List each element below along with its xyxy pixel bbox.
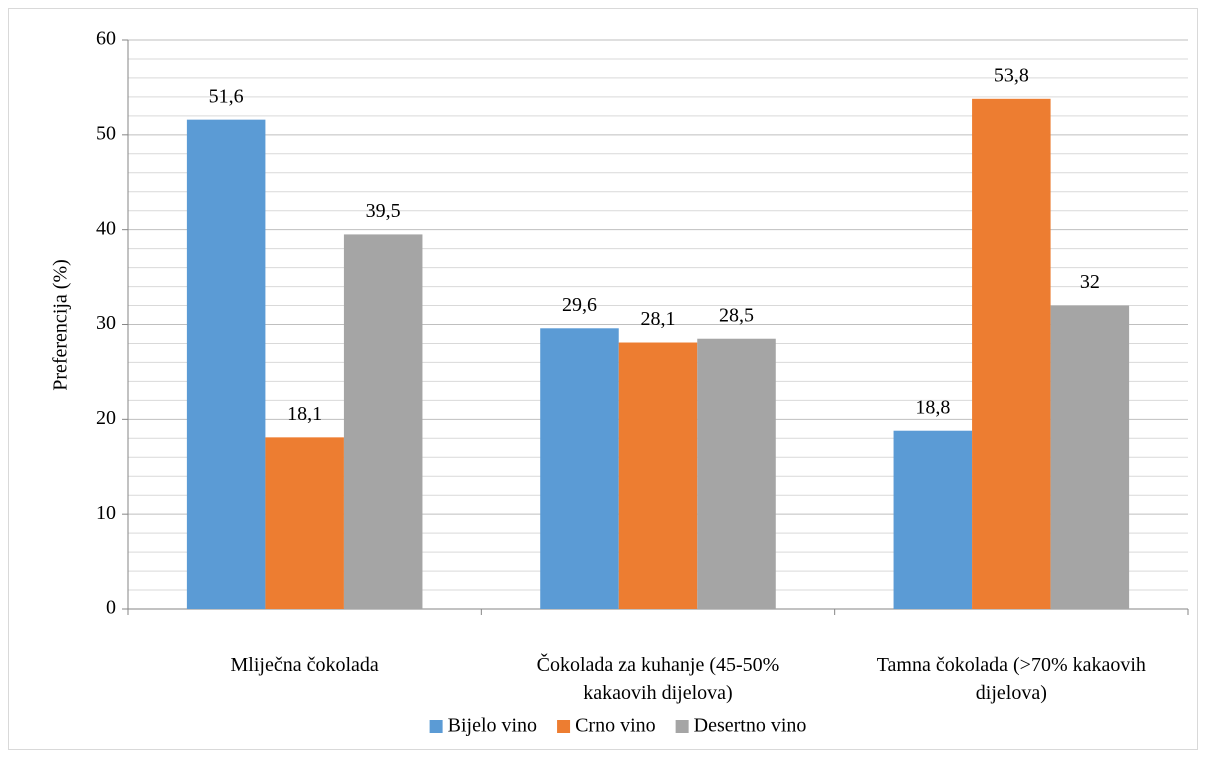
legend-label: Bijelo vino xyxy=(448,715,537,737)
data-label: 28,1 xyxy=(641,308,676,330)
bar xyxy=(265,437,344,609)
data-label: 28,5 xyxy=(719,304,754,326)
legend-label: Crno vino xyxy=(575,715,656,737)
data-label: 39,5 xyxy=(366,200,401,222)
y-tick-label: 20 xyxy=(96,407,116,429)
data-label: 18,8 xyxy=(915,396,950,418)
x-tick-label: Mliječna čokolada xyxy=(230,654,379,676)
x-tick-label: Čokolada za kuhanje (45-50% kakaovih dij… xyxy=(536,654,780,704)
legend-swatch xyxy=(557,720,571,733)
data-label: 18,1 xyxy=(287,403,322,425)
legend-swatch xyxy=(429,720,443,733)
y-tick-label: 10 xyxy=(96,502,116,524)
y-tick-label: 30 xyxy=(96,312,116,334)
bar xyxy=(540,328,619,609)
data-label: 53,8 xyxy=(994,64,1029,86)
bar xyxy=(972,98,1051,610)
x-tick-label: Tamna čokolada (>70% kakaovih dijelova) xyxy=(876,654,1146,704)
chart-border xyxy=(8,8,1198,750)
bar xyxy=(618,342,698,609)
legend-label: Desertno vino xyxy=(694,715,807,737)
y-tick-label: 60 xyxy=(96,28,116,50)
y-tick-label: 50 xyxy=(96,122,116,144)
data-label: 29,6 xyxy=(562,294,597,316)
legend-swatch xyxy=(675,720,689,733)
y-tick-label: 0 xyxy=(106,597,116,619)
y-tick-label: 40 xyxy=(96,217,116,239)
bar xyxy=(893,430,973,609)
bar xyxy=(697,338,776,609)
data-label: 51,6 xyxy=(209,85,244,107)
bar xyxy=(343,234,423,610)
data-label: 32 xyxy=(1080,271,1100,293)
bar xyxy=(1050,305,1130,609)
y-axis-label: Preferencija (%) xyxy=(50,259,72,391)
bar xyxy=(186,119,266,609)
